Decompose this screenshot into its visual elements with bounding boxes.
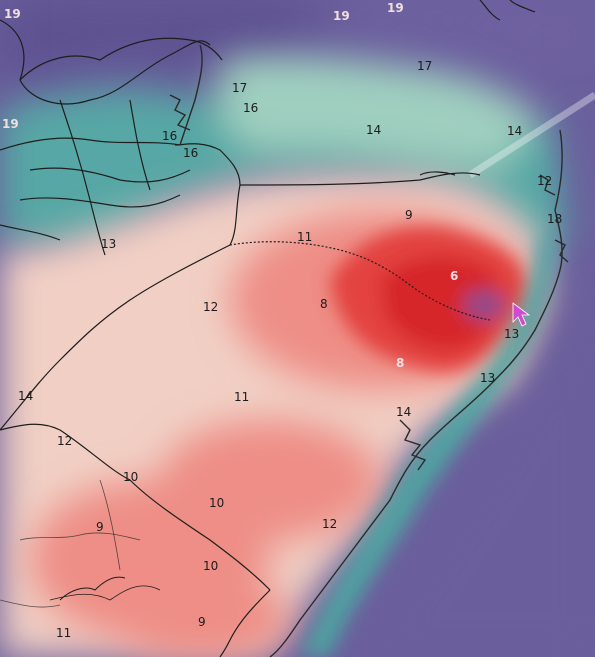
screen-glare	[468, 92, 595, 178]
temp-label: 16	[243, 101, 258, 115]
temp-label: 12	[322, 517, 337, 531]
lagoon-detail	[59, 576, 126, 601]
coastline	[169, 44, 569, 657]
temp-label: 8	[320, 297, 328, 311]
political-borders	[0, 0, 536, 657]
temp-label: 19	[333, 9, 350, 23]
temp-label: 12	[537, 174, 552, 188]
temp-label: 13	[101, 237, 116, 251]
temp-label: 19	[2, 117, 19, 131]
temp-label: 9	[96, 520, 104, 534]
temp-label: 13	[504, 327, 519, 341]
temp-label: 19	[4, 7, 21, 21]
ocean-purple	[360, 110, 595, 657]
temp-label: 14	[18, 389, 33, 403]
mouse-cursor-icon	[512, 302, 531, 327]
temp-label: 19	[387, 1, 404, 15]
temp-label: 17	[232, 81, 247, 95]
temp-label: 14	[507, 124, 522, 138]
temp-label: 18	[547, 212, 562, 226]
temp-label: 14	[366, 123, 381, 137]
temp-label: 11	[56, 626, 71, 640]
temp-label: 14	[396, 405, 411, 419]
temp-label: 9	[405, 208, 413, 222]
temp-label: 11	[297, 230, 312, 244]
temp-label: 6	[450, 269, 458, 283]
temperature-labels: 19 19 19 19 17 17 16 16 16 14 14 12 18 1…	[2, 1, 562, 640]
temp-label: 10	[123, 470, 138, 484]
temp-label: 16	[162, 129, 177, 143]
coastal-strip	[300, 230, 556, 657]
temp-label: 16	[183, 146, 198, 160]
temp-label: 8	[396, 356, 404, 370]
temp-label: 10	[209, 496, 224, 510]
temp-label: 12	[203, 300, 218, 314]
temp-label: 10	[203, 559, 218, 573]
temp-label: 13	[480, 371, 495, 385]
temp-label: 12	[57, 434, 72, 448]
temp-label: 17	[417, 59, 432, 73]
cold-region-north	[0, 0, 595, 90]
temp-label: 11	[234, 390, 249, 404]
temp-label: 9	[198, 615, 206, 629]
